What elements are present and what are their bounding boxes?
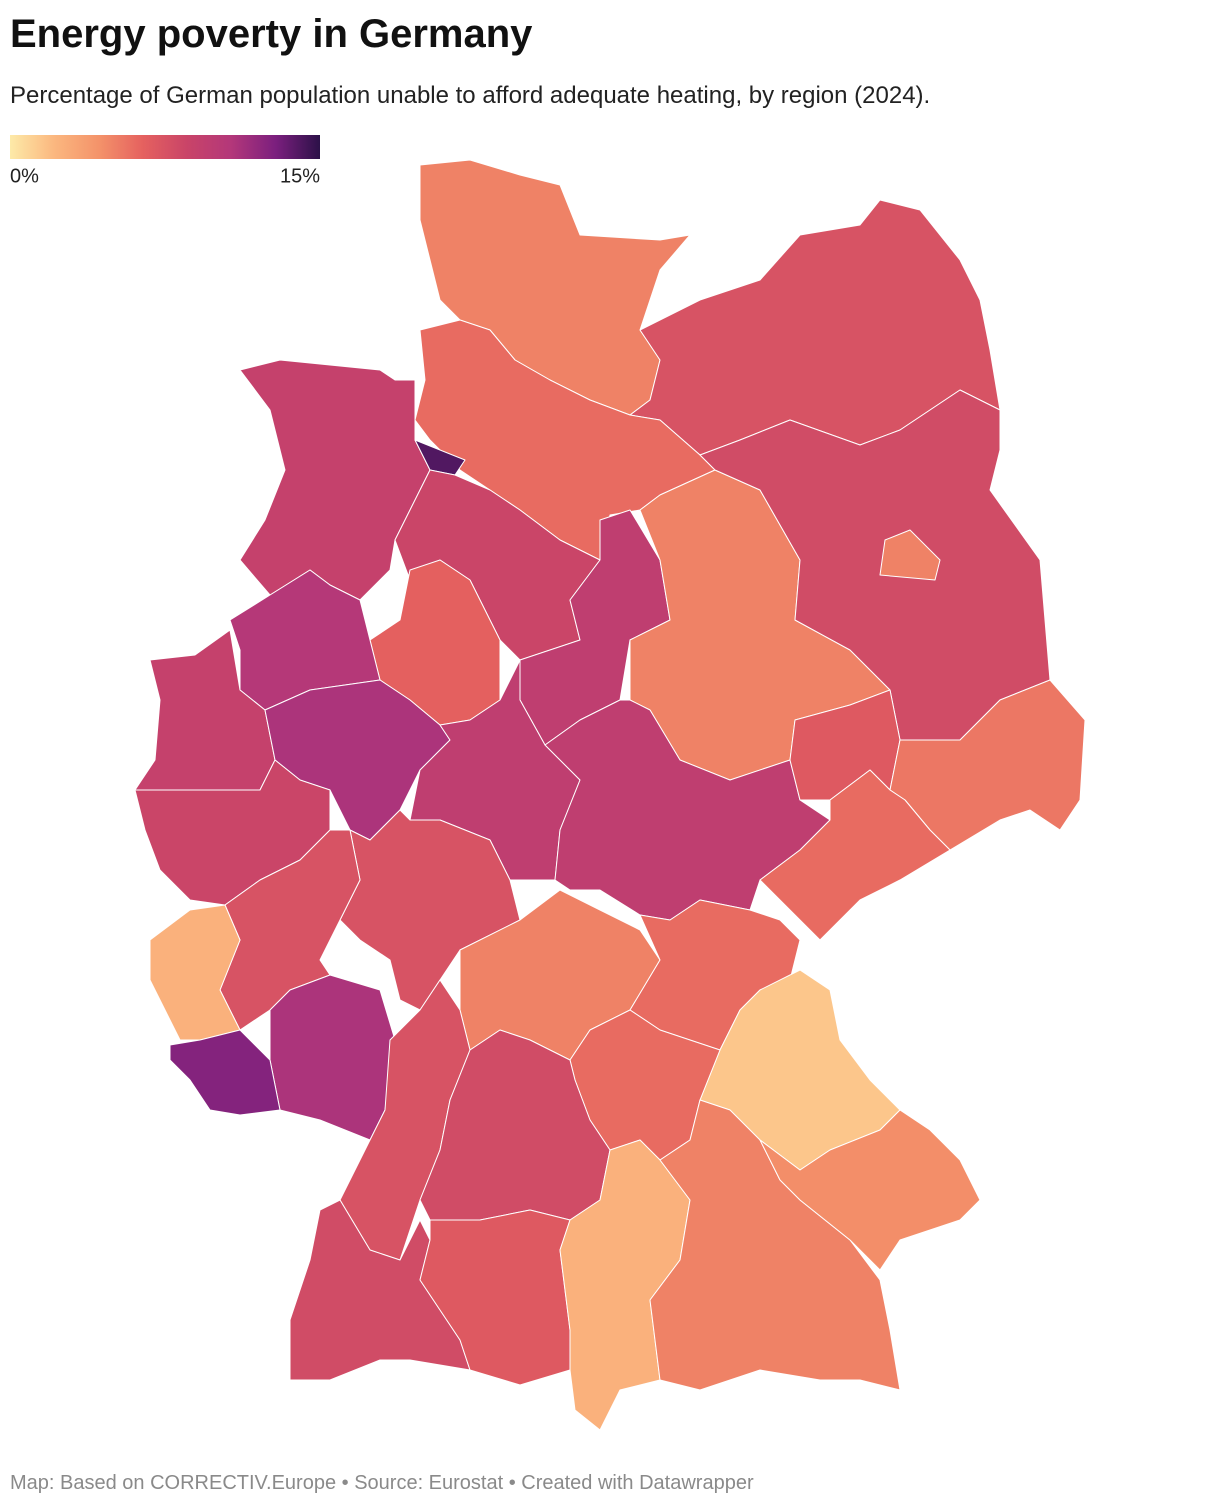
region [759, 769, 951, 941]
regions [134, 159, 1086, 1431]
region [544, 699, 831, 921]
region [414, 439, 466, 476]
legend-label: 0% [10, 165, 39, 187]
region [229, 569, 381, 711]
legend: 0% 15% [9, 135, 321, 187]
region [879, 529, 941, 581]
region [759, 1109, 981, 1271]
legend-label: 15% [280, 165, 320, 187]
title: Energy poverty in Germany [10, 12, 533, 56]
region [169, 1029, 281, 1116]
region [149, 904, 241, 1041]
region [269, 974, 396, 1141]
legend-gradient [10, 135, 320, 159]
footer: Map: Based on CORRECTIV.Europe • Source:… [10, 1472, 754, 1494]
subtitle: Percentage of German population unable t… [10, 82, 931, 109]
region [239, 359, 431, 601]
